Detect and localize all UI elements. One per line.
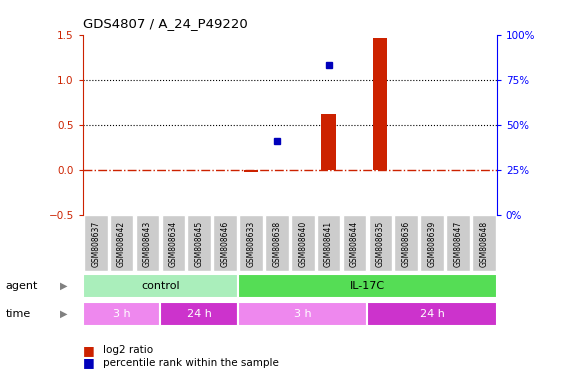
Bar <box>239 215 263 271</box>
Bar <box>83 302 160 326</box>
Bar <box>472 215 496 271</box>
Text: 3 h: 3 h <box>113 309 130 319</box>
Text: GSM808633: GSM808633 <box>247 221 255 267</box>
Text: ▶: ▶ <box>60 281 67 291</box>
Bar <box>110 215 134 271</box>
Text: ■: ■ <box>83 356 95 369</box>
Text: GSM808647: GSM808647 <box>453 221 463 267</box>
Bar <box>317 215 340 271</box>
Bar <box>162 215 185 271</box>
Bar <box>420 215 444 271</box>
Bar <box>367 302 497 326</box>
Text: GSM808645: GSM808645 <box>195 221 204 267</box>
Text: GSM808639: GSM808639 <box>428 221 437 267</box>
Text: GSM808638: GSM808638 <box>272 221 282 267</box>
Bar <box>373 38 388 170</box>
Bar <box>238 274 497 298</box>
Text: GSM808642: GSM808642 <box>117 221 126 267</box>
Bar <box>136 215 159 271</box>
Text: time: time <box>6 309 31 319</box>
Text: GSM808634: GSM808634 <box>169 221 178 267</box>
Text: GSM808643: GSM808643 <box>143 221 152 267</box>
Text: 24 h: 24 h <box>420 309 445 319</box>
Bar <box>84 215 107 271</box>
Text: GDS4807 / A_24_P49220: GDS4807 / A_24_P49220 <box>83 17 248 30</box>
Bar <box>395 215 418 271</box>
Text: GSM808640: GSM808640 <box>298 221 307 267</box>
Text: GSM808637: GSM808637 <box>91 221 100 267</box>
Bar <box>265 215 288 271</box>
Bar <box>291 215 315 271</box>
Text: ▶: ▶ <box>60 309 67 319</box>
Text: GSM808635: GSM808635 <box>376 221 385 267</box>
Text: percentile rank within the sample: percentile rank within the sample <box>103 358 279 368</box>
Text: GSM808646: GSM808646 <box>220 221 230 267</box>
Bar <box>238 302 367 326</box>
Text: GSM808636: GSM808636 <box>402 221 411 267</box>
Bar <box>446 215 470 271</box>
Text: log2 ratio: log2 ratio <box>103 345 153 355</box>
Text: GSM808644: GSM808644 <box>350 221 359 267</box>
Text: agent: agent <box>6 281 38 291</box>
Bar <box>83 274 238 298</box>
Text: 24 h: 24 h <box>187 309 212 319</box>
Text: GSM808648: GSM808648 <box>479 221 488 267</box>
Bar <box>187 215 211 271</box>
Bar <box>244 170 258 172</box>
Bar <box>368 215 392 271</box>
Text: control: control <box>141 281 180 291</box>
Bar <box>321 114 336 170</box>
Bar <box>214 215 237 271</box>
Text: ■: ■ <box>83 344 95 357</box>
Bar <box>343 215 366 271</box>
Text: 3 h: 3 h <box>294 309 312 319</box>
Text: GSM808641: GSM808641 <box>324 221 333 267</box>
Bar <box>160 302 238 326</box>
Text: IL-17C: IL-17C <box>350 281 385 291</box>
